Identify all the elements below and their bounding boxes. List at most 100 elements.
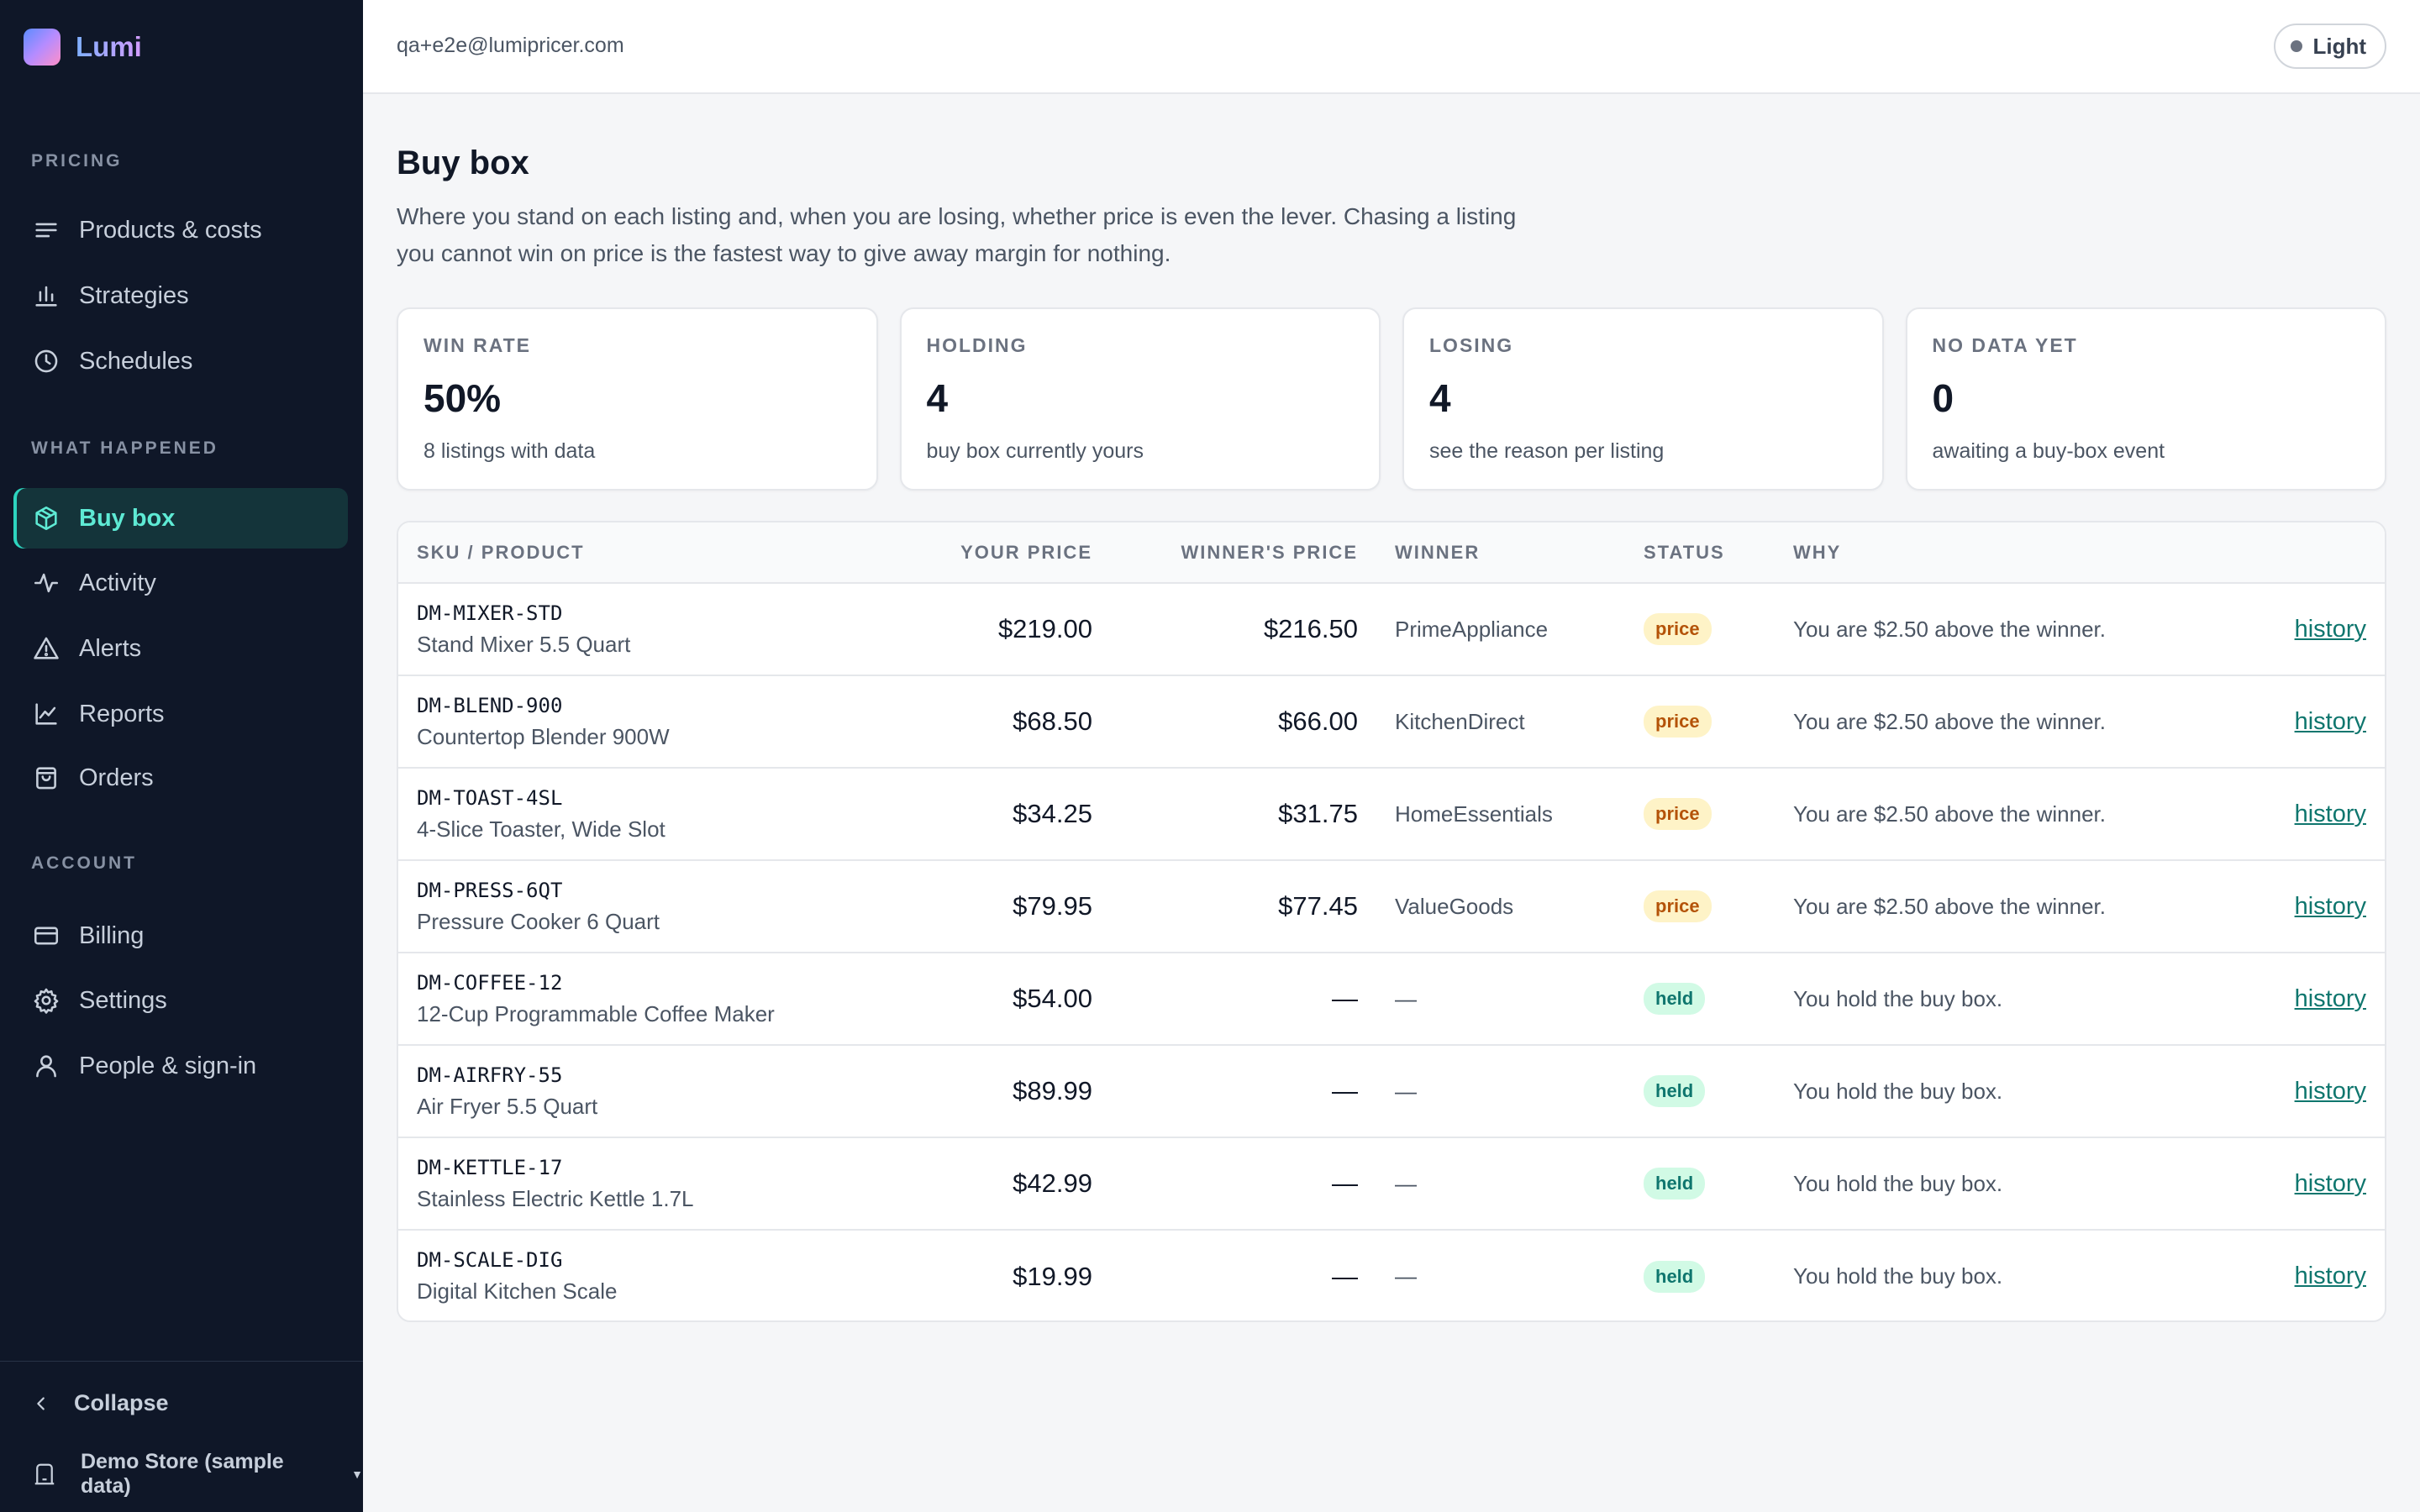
row-winner: HomeEssentials — [1376, 767, 1625, 860]
stat-card-sub: 8 listings with data — [424, 439, 596, 463]
status-badge: held — [1644, 1260, 1706, 1293]
column-header-why: WHY — [1775, 522, 2245, 584]
history-link[interactable]: history — [2294, 984, 2366, 1012]
history-link[interactable]: history — [2294, 615, 2366, 643]
row-winner: — — [1376, 1229, 1625, 1320]
row-winner-price: $66.00 — [1111, 675, 1376, 768]
store-switcher[interactable]: Demo Store (sample data) ▼ — [32, 1450, 363, 1499]
row-winner: PrimeAppliance — [1395, 616, 1549, 642]
row-product-name: 4-Slice Toaster, Wide Slot — [417, 816, 666, 842]
sidebar-item-orders[interactable]: Orders — [13, 748, 348, 808]
stat-card-sub: awaiting a buy-box event — [1932, 439, 2165, 463]
history-link[interactable]: history — [2294, 1169, 2366, 1197]
sidebar-item-billing[interactable]: Billing — [13, 906, 348, 966]
history-link[interactable]: history — [2294, 892, 2366, 920]
row-why: You are $2.50 above the winner. — [1775, 767, 2245, 860]
sidebar-item-label: Alerts — [79, 634, 142, 662]
row-sku: DM-BLEND-900 — [417, 693, 563, 717]
sidebar-item-label: Reports — [79, 700, 165, 727]
sidebar: Lumi PRICING Products & costs Strategies… — [0, 0, 363, 1512]
brand[interactable]: Lumi — [24, 29, 142, 66]
history-link[interactable]: history — [2294, 707, 2366, 735]
collapse-label: Collapse — [74, 1390, 169, 1415]
user-email: qa+e2e@lumipricer.com — [397, 34, 624, 57]
sidebar-item-settings[interactable]: Settings — [13, 970, 348, 1031]
row-sku: DM-SCALE-DIG — [417, 1248, 563, 1272]
theme-toggle-button[interactable]: Light — [2274, 24, 2386, 69]
row-product-name: Stainless Electric Kettle 1.7L — [417, 1185, 694, 1211]
table-row: DM-COFFEE-12 12-Cup Programmable Coffee M… — [398, 952, 2385, 1045]
row-sku: DM-MIXER-STD — [417, 601, 563, 625]
table-row: DM-TOAST-4SL 4-Slice Toaster, Wide Slot $… — [398, 767, 2385, 860]
sidebar-item-buy-box[interactable]: Buy box — [13, 488, 348, 549]
stat-card-value: 50% — [424, 376, 502, 420]
stat-card-value: 0 — [1932, 376, 1954, 420]
sidebar-item-strategies[interactable]: Strategies — [13, 265, 348, 326]
row-why: You hold the buy box. — [1775, 952, 2245, 1045]
sidebar-item-schedules[interactable]: Schedules — [13, 331, 348, 391]
line-chart-icon — [35, 703, 57, 725]
stat-card-holding: HOLDING 4 buy box currently yours — [899, 307, 1381, 491]
sidebar-item-people-sign-in[interactable]: People & sign-in — [13, 1036, 348, 1096]
row-your-price: $79.95 — [936, 859, 1111, 953]
status-badge: held — [1644, 983, 1706, 1015]
sidebar-item-label: Schedules — [79, 347, 193, 375]
row-winner: ValueGoods — [1376, 859, 1625, 953]
row-your-price: $42.99 — [936, 1137, 1111, 1230]
collapse-button[interactable]: Collapse — [32, 1390, 169, 1416]
row-winner-price: — — [1111, 1137, 1376, 1230]
sidebar-item-label: Settings — [79, 986, 167, 1014]
section-label-pricing: PRICING — [31, 151, 123, 171]
row-why: You hold the buy box. — [1775, 1044, 2245, 1137]
sidebar-item-reports[interactable]: Reports — [13, 684, 348, 744]
row-sku: DM-COFFEE-12 — [417, 970, 563, 995]
column-header-winner-price: WINNER'S PRICE — [1111, 522, 1376, 584]
sidebar-item-label: Billing — [79, 921, 145, 949]
caret-down-icon: ▼ — [351, 1467, 363, 1481]
table-header-row: SKU / PRODUCT YOUR PRICE WINNER'S PRICE … — [398, 522, 2385, 584]
history-link[interactable]: history — [2294, 800, 2366, 827]
sidebar-item-label: Strategies — [79, 281, 189, 309]
column-header-winner: WINNER — [1376, 522, 1625, 584]
sidebar-item-label: People & sign-in — [79, 1052, 257, 1079]
history-link[interactable]: history — [2294, 1077, 2366, 1105]
page-description: Where you stand on each listing and, whe… — [397, 203, 1517, 266]
table-row: DM-SCALE-DIG Digital Kitchen Scale $19.99… — [398, 1229, 2385, 1320]
chevron-left-icon — [37, 1396, 45, 1410]
row-winner-price: — — [1111, 1044, 1376, 1137]
row-your-price: $219.00 — [997, 614, 1092, 643]
section-label-what-happened: WHAT HAPPENED — [31, 438, 218, 458]
row-winner-price: $31.75 — [1111, 767, 1376, 860]
activity-icon — [34, 573, 59, 593]
row-product-name: Stand Mixer 5.5 Quart — [417, 631, 631, 657]
section-label-account: ACCOUNT — [31, 853, 137, 873]
status-badge: held — [1644, 1168, 1706, 1200]
history-link[interactable]: history — [2294, 1263, 2366, 1289]
row-your-price: $54.00 — [936, 952, 1111, 1045]
bar-chart-icon — [35, 286, 57, 307]
sidebar-item-activity[interactable]: Activity — [13, 553, 348, 613]
row-sku: DM-TOAST-4SL — [417, 785, 563, 810]
lumi-logo-icon — [24, 29, 60, 66]
stat-card-no-data: NO DATA YET 0 awaiting a buy-box event — [1905, 307, 2386, 491]
row-why: You hold the buy box. — [1775, 1137, 2245, 1230]
sidebar-item-products-costs[interactable]: Products & costs — [13, 200, 348, 260]
row-winner-price: $216.50 — [1263, 614, 1358, 643]
topbar: qa+e2e@lumipricer.com Light — [363, 0, 2420, 94]
status-badge: price — [1644, 706, 1712, 738]
row-your-price: $19.99 — [936, 1229, 1111, 1320]
row-winner: — — [1376, 1044, 1625, 1137]
sidebar-item-alerts[interactable]: Alerts — [13, 618, 348, 679]
row-product-name: Countertop Blender 900W — [417, 723, 670, 749]
status-badge: price — [1644, 613, 1712, 645]
sidebar-item-label: Activity — [79, 569, 156, 596]
column-header-status: STATUS — [1625, 522, 1775, 584]
buy-box-table: SKU / PRODUCT YOUR PRICE WINNER'S PRICE … — [397, 521, 2386, 1322]
status-badge: held — [1644, 1075, 1706, 1107]
stat-card-label: WIN RATE — [424, 334, 532, 356]
stat-card-sub: see the reason per listing — [1429, 439, 1665, 463]
row-sku: DM-KETTLE-17 — [417, 1155, 563, 1179]
status-badge: price — [1644, 890, 1712, 922]
row-winner: — — [1376, 952, 1625, 1045]
store-building-icon — [34, 1463, 55, 1485]
